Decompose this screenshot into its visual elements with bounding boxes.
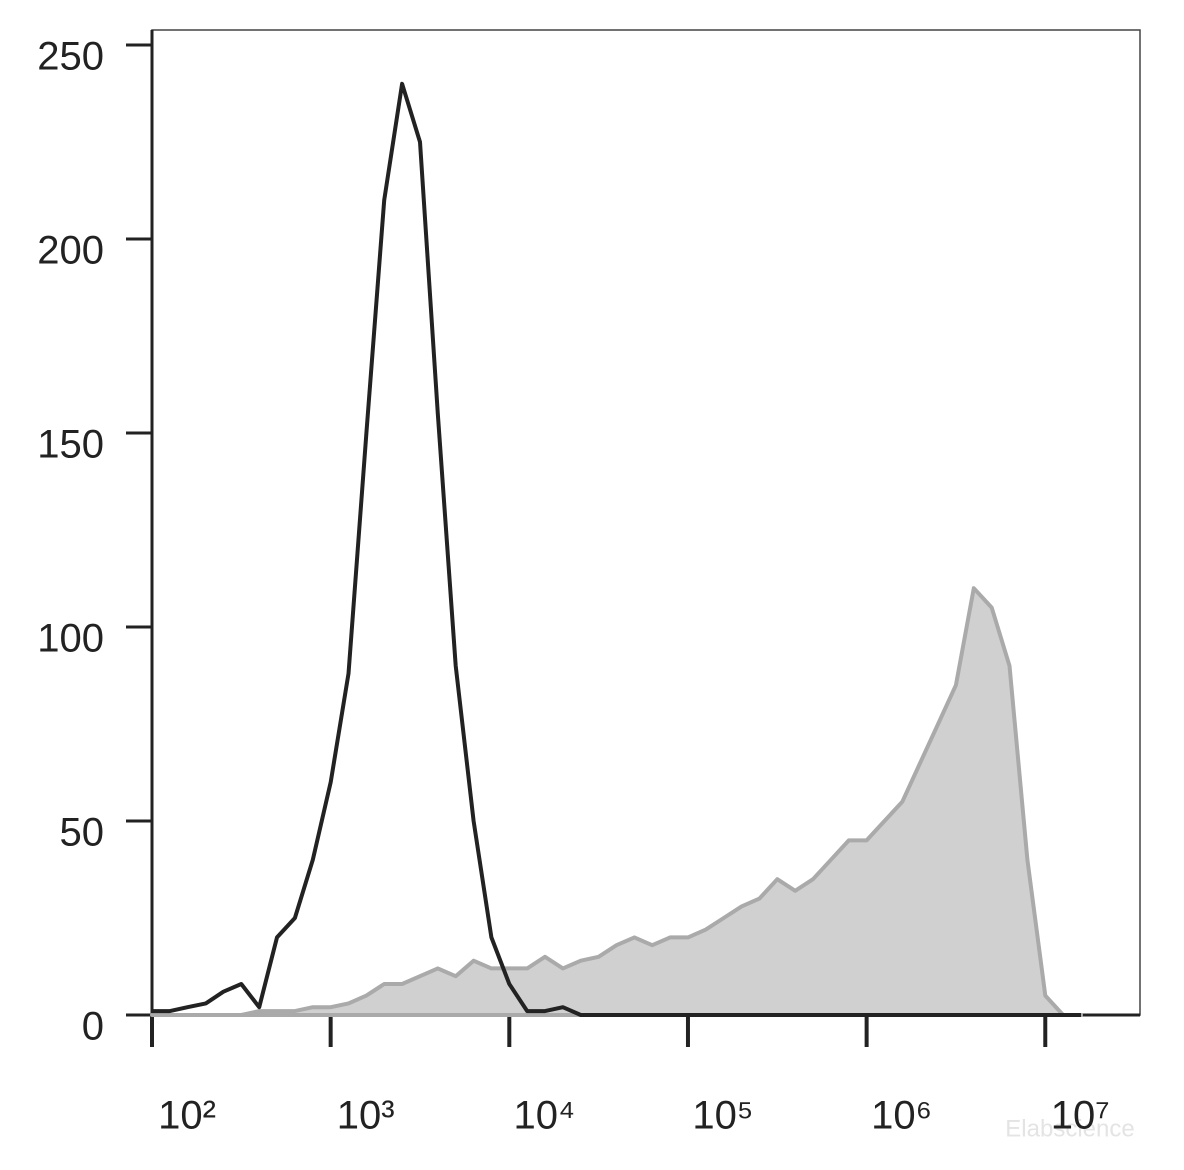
x-tick-label: 10⁷ [1051, 1094, 1110, 1138]
x-tick-label: 10² [158, 1094, 216, 1138]
y-tick-label: 100 [37, 617, 104, 661]
histogram-area [150, 586, 1083, 1017]
x-tick-label: 10³ [337, 1094, 395, 1138]
x-tick-label: 10⁵ [692, 1094, 753, 1138]
watermark: Elabscience [1005, 1115, 1134, 1142]
y-tick-label: 250 [37, 35, 104, 79]
y-tick-label: 0 [82, 1005, 104, 1049]
histogram-line [152, 81, 1081, 1017]
y-tick-label: 50 [60, 811, 105, 855]
x-tick-label: 10⁶ [871, 1094, 932, 1138]
x-tick-label: 10⁴ [513, 1094, 575, 1138]
y-tick-label: 150 [37, 423, 104, 467]
y-tick-label: 200 [37, 229, 104, 273]
